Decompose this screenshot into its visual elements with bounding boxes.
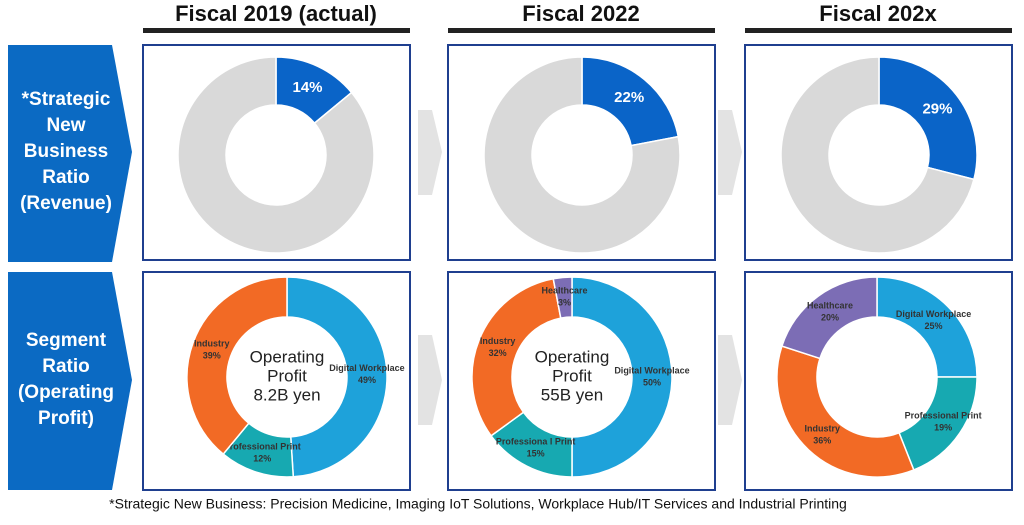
slice-value-label: 20% xyxy=(821,313,839,323)
slice-category: Industry xyxy=(480,336,516,346)
header-bar xyxy=(745,28,1012,33)
slice-category: Digital Workplace xyxy=(329,363,404,373)
row-label: Business xyxy=(24,141,108,162)
row-label: New xyxy=(46,115,85,136)
column-header: Fiscal 2022 xyxy=(522,1,639,26)
row-label: *Strategic xyxy=(22,89,111,110)
slice-value-label: 39% xyxy=(203,350,221,360)
slice-value-label: 22% xyxy=(614,89,644,106)
donut-slice xyxy=(571,276,673,478)
slice-value-label: 12% xyxy=(253,453,271,463)
donut-slice xyxy=(483,56,681,254)
slice-category: Industry xyxy=(194,338,230,348)
slice-value-label: 49% xyxy=(358,375,376,385)
slice-category: Healthcare xyxy=(807,301,853,311)
slice-category: Healthcare xyxy=(541,286,587,296)
slice-category: Professional Print xyxy=(905,410,982,420)
arrow xyxy=(718,110,742,195)
row-label: (Revenue) xyxy=(20,193,112,214)
slice-value-label: 15% xyxy=(527,449,545,459)
donut-slice xyxy=(471,277,562,437)
column-header: Fiscal 202x xyxy=(819,1,937,26)
arrow xyxy=(718,335,742,425)
slice-value-label: 19% xyxy=(934,422,952,432)
center-text: 55B yen xyxy=(541,385,603,404)
donut-slice xyxy=(552,276,573,319)
slice-value-label: 50% xyxy=(643,377,661,387)
slice-value-label: 3% xyxy=(558,298,571,308)
slice-value-label: 25% xyxy=(925,321,943,331)
slice-category: Professiona l Print xyxy=(496,437,576,447)
row-banner xyxy=(8,45,132,262)
center-text: Profit xyxy=(552,366,592,385)
arrow xyxy=(418,110,442,195)
center-text: Operating xyxy=(535,347,610,366)
donut-slice xyxy=(780,276,878,360)
slice-category: Digital Workplace xyxy=(614,365,689,375)
row-label: (Operating xyxy=(18,382,114,403)
header-bar xyxy=(143,28,410,33)
center-text: Operating xyxy=(250,347,325,366)
slice-value-label: 32% xyxy=(489,348,507,358)
center-text: 8.2B yen xyxy=(253,385,320,404)
row-label: Ratio xyxy=(42,167,90,188)
slice-category: Industry xyxy=(804,424,840,434)
slice-value-label: 29% xyxy=(922,101,952,118)
slice-value-label: 36% xyxy=(813,436,831,446)
header-bar xyxy=(448,28,715,33)
row-label: Segment xyxy=(26,330,107,351)
donut-slice xyxy=(177,56,375,254)
row-label: Profit) xyxy=(38,408,94,429)
slice-category: Digital Workplace xyxy=(896,309,971,319)
donut-slice xyxy=(878,56,978,181)
center-text: Profit xyxy=(267,366,307,385)
row-banner xyxy=(8,272,132,490)
slice-value-label: 14% xyxy=(292,79,322,96)
slice-category: Professional Print xyxy=(224,441,301,451)
column-header: Fiscal 2019 (actual) xyxy=(175,1,377,26)
donut-slice xyxy=(780,56,975,254)
donut-slice xyxy=(186,276,288,456)
donut-slice xyxy=(286,276,388,478)
donut-slice xyxy=(776,345,915,478)
footnote: *Strategic New Business: Precision Medic… xyxy=(109,496,847,512)
donut-slice xyxy=(581,56,680,147)
arrow xyxy=(418,335,442,425)
row-label: Ratio xyxy=(42,356,90,377)
